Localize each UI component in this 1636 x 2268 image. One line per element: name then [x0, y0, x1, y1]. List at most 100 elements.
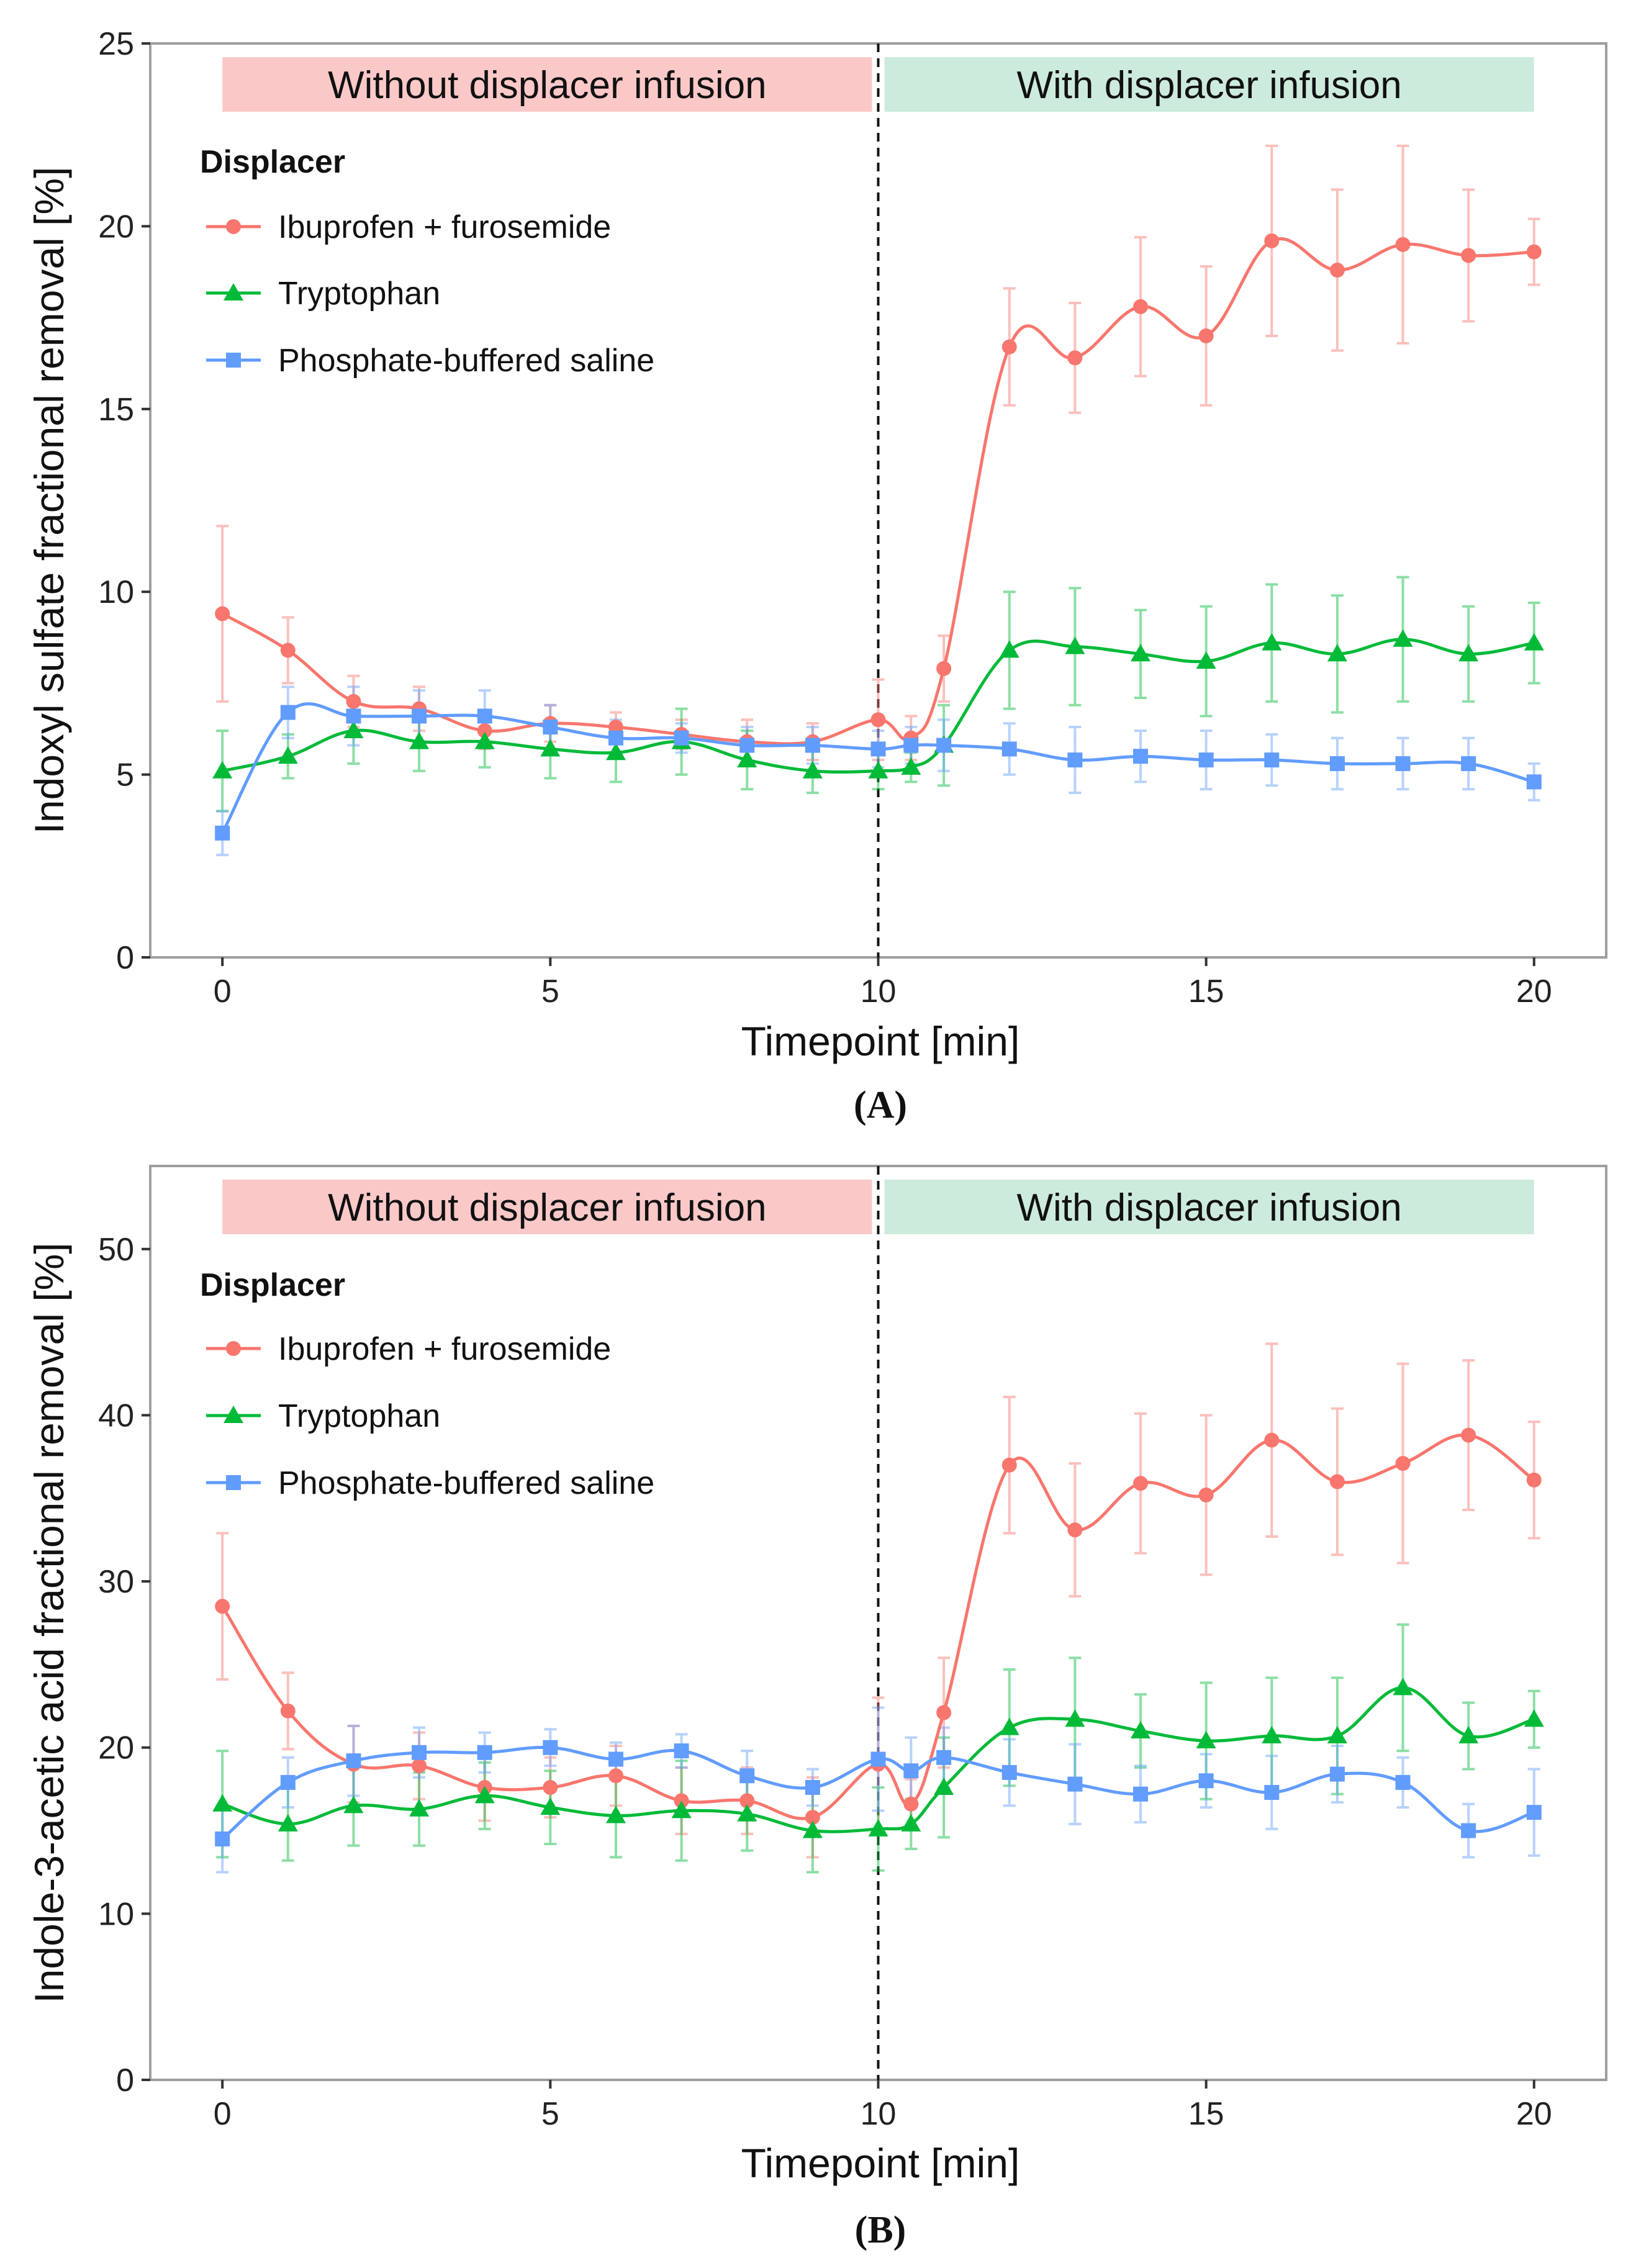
point-tryptophan: [343, 1796, 364, 1814]
point-pbs: [805, 738, 820, 753]
point-pbs: [346, 1753, 361, 1769]
point-pbs: [1329, 1766, 1345, 1782]
point-ibuprofen: [1264, 1432, 1280, 1448]
legend-marker-pbs: [226, 353, 241, 368]
point-pbs: [1264, 752, 1280, 768]
point-pbs: [1133, 749, 1149, 764]
x-axis-label: Timepoint [min]: [741, 1018, 1020, 1064]
point-pbs: [477, 1745, 492, 1760]
point-pbs: [412, 708, 427, 724]
point-pbs: [543, 720, 558, 735]
point-tryptophan: [474, 731, 495, 749]
point-pbs: [215, 825, 230, 841]
axes: 0 5 10 15 20 25 0 5 10 15 20: [98, 26, 1552, 1010]
legend-item-ibuprofen: Ibuprofen + furosemide: [206, 1331, 611, 1367]
point-ibuprofen: [280, 643, 296, 658]
legend-label-tryptophan: Tryptophan: [278, 276, 440, 312]
y-tick-label: 40: [98, 1398, 134, 1434]
point-pbs: [1526, 774, 1542, 790]
point-tryptophan: [212, 761, 233, 779]
point-ibuprofen: [1133, 299, 1149, 314]
point-tryptophan: [212, 1794, 233, 1812]
point-ibuprofen: [1395, 1456, 1411, 1471]
point-tryptophan: [802, 761, 823, 779]
point-pbs: [1067, 752, 1083, 768]
series-line-ibuprofen: [221, 237, 1534, 746]
point-pbs: [1198, 1773, 1214, 1789]
point-pbs: [608, 1751, 623, 1767]
point-ibuprofen: [1526, 244, 1542, 260]
point-pbs: [543, 1740, 558, 1755]
band-label-without-infusion: Without displacer infusion: [328, 1186, 766, 1229]
y-axis-label: Indoxyl sulfate fractional removal [%]: [26, 167, 72, 834]
point-tryptophan: [1524, 1709, 1544, 1727]
phase-bands: Without displacer infusion With displacer…: [222, 57, 1534, 112]
point-tryptophan: [934, 1777, 954, 1795]
point-tryptophan: [1065, 636, 1085, 654]
point-ibuprofen: [936, 661, 952, 676]
y-tick-label: 5: [116, 757, 134, 793]
point-tryptophan: [999, 640, 1019, 658]
point-pbs: [280, 705, 296, 720]
point-pbs: [739, 738, 755, 753]
point-ibuprofen: [1461, 248, 1476, 263]
y-tick-label: 10: [98, 1896, 134, 1932]
point-tryptophan: [278, 746, 298, 764]
point-tryptophan: [868, 1818, 888, 1837]
band-without-infusion: [222, 57, 872, 112]
y-tick-label: 20: [98, 1730, 134, 1766]
point-pbs: [1395, 756, 1411, 771]
point-tryptophan: [1327, 644, 1347, 662]
point-tryptophan: [901, 757, 921, 775]
point-tryptophan: [737, 750, 757, 768]
point-ibuprofen: [412, 1758, 427, 1774]
legend: Displacer Ibuprofen + furosemide Tryptop…: [200, 144, 654, 379]
x-tick-label: 20: [1516, 2096, 1552, 2132]
point-pbs: [936, 1750, 952, 1765]
point-pbs: [1001, 1764, 1017, 1780]
point-tryptophan: [343, 720, 364, 738]
point-ibuprofen: [477, 723, 492, 738]
point-ibuprofen: [1264, 233, 1280, 248]
point-tryptophan: [1065, 1709, 1085, 1727]
panel-caption-b: (B): [855, 2209, 906, 2251]
panel-a: Without displacer infusion With displacer…: [26, 26, 1607, 1126]
x-tick-label: 0: [214, 2096, 232, 2132]
x-axis-label: Timepoint [min]: [741, 2140, 1020, 2186]
point-pbs: [674, 1743, 689, 1759]
point-ibuprofen: [215, 1599, 230, 1614]
point-tryptophan: [901, 1814, 921, 1832]
y-tick-label: 15: [98, 392, 134, 428]
point-tryptophan: [671, 1800, 692, 1818]
band-label-with-infusion: With displacer infusion: [1017, 64, 1402, 107]
point-ibuprofen: [1198, 328, 1214, 344]
point-ibuprofen: [903, 1796, 919, 1812]
x-tick-label: 0: [214, 974, 232, 1010]
point-tryptophan: [1458, 644, 1479, 662]
point-ibuprofen: [543, 1779, 558, 1795]
band-without-infusion: [222, 1180, 872, 1234]
legend-marker-ibuprofen: [226, 219, 241, 234]
legend-label-ibuprofen: Ibuprofen + furosemide: [278, 1331, 611, 1367]
point-tryptophan: [409, 731, 430, 749]
point-pbs: [477, 708, 492, 724]
point-ibuprofen: [936, 1705, 952, 1720]
point-pbs: [674, 730, 689, 746]
point-ibuprofen: [1395, 237, 1411, 252]
legend: Displacer Ibuprofen + furosemide Tryptop…: [200, 1267, 654, 1501]
y-tick-label: 20: [98, 209, 134, 245]
legend-title: Displacer: [200, 144, 345, 180]
point-ibuprofen: [1198, 1487, 1214, 1502]
point-ibuprofen: [1461, 1427, 1476, 1443]
point-tryptophan: [1524, 633, 1544, 651]
series-line-tryptophan: [222, 638, 1535, 774]
legend-item-pbs: Phosphate-buffered saline: [206, 1465, 654, 1501]
point-ibuprofen: [674, 1793, 689, 1809]
point-tryptophan: [1131, 1720, 1151, 1738]
legend-marker-tryptophan: [224, 283, 243, 300]
point-ibuprofen: [1329, 1474, 1345, 1489]
point-pbs: [739, 1768, 755, 1784]
point-ibuprofen: [1329, 263, 1345, 278]
panel-b: Without displacer infusion With displacer…: [26, 1165, 1607, 2251]
